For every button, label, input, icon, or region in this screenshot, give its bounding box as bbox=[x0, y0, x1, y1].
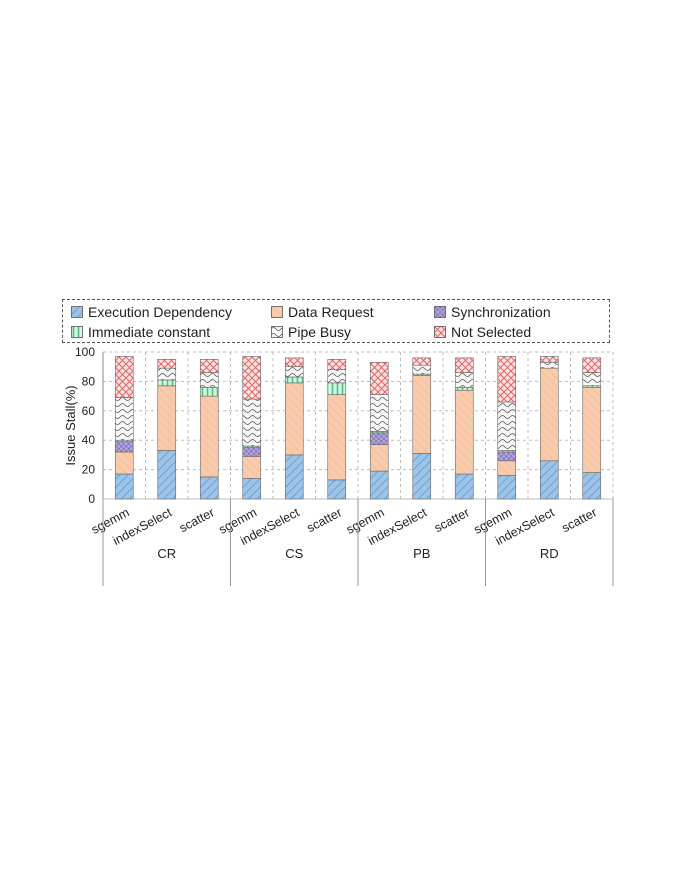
group-label: CS bbox=[285, 546, 303, 561]
bar-segment bbox=[497, 475, 517, 500]
x-category-label: scatter bbox=[177, 505, 217, 535]
bar-segment bbox=[284, 454, 304, 500]
bar-segment bbox=[582, 357, 602, 373]
bar-segment bbox=[284, 357, 304, 368]
bar-segment bbox=[157, 450, 177, 500]
bar-segment bbox=[454, 389, 474, 475]
bar-segment bbox=[114, 473, 134, 500]
bar-segment bbox=[369, 432, 389, 445]
legend-swatch bbox=[434, 326, 446, 338]
chart-legend: Execution Dependency Data Request Synchron… bbox=[62, 299, 610, 343]
legend-item: Data Request bbox=[271, 303, 374, 321]
bar-segment bbox=[412, 364, 432, 375]
bar-segment bbox=[454, 386, 474, 391]
y-tick-label: 0 bbox=[88, 492, 95, 506]
bar-segment bbox=[539, 460, 559, 500]
group-label: RD bbox=[540, 546, 559, 561]
legend-item: Synchronization bbox=[434, 303, 551, 321]
bar-segment bbox=[582, 386, 602, 473]
bar-segment bbox=[582, 472, 602, 500]
bar-segment bbox=[327, 479, 347, 500]
legend-swatch bbox=[434, 306, 446, 318]
legend-label: Pipe Busy bbox=[288, 324, 352, 340]
x-category-label: scatter bbox=[559, 505, 599, 535]
bar-segment bbox=[539, 367, 559, 462]
bar-segment bbox=[199, 386, 219, 397]
bar-segment bbox=[497, 460, 517, 476]
bars bbox=[114, 356, 602, 500]
legend-item: Not Selected bbox=[434, 323, 531, 341]
x-category-label: scatter bbox=[432, 505, 472, 535]
legend-item: Immediate constant bbox=[71, 323, 210, 341]
bar-segment bbox=[369, 444, 389, 472]
bar-segment bbox=[369, 394, 389, 432]
bar-segment bbox=[199, 476, 219, 500]
legend-item: Pipe Busy bbox=[271, 323, 351, 341]
legend-label: Not Selected bbox=[451, 324, 532, 340]
y-tick-label: 100 bbox=[75, 345, 95, 359]
grid-lines bbox=[103, 351, 614, 500]
bar-segment bbox=[327, 394, 347, 481]
bar-segment bbox=[114, 356, 134, 398]
bar-segment bbox=[242, 478, 262, 500]
bar-segment bbox=[284, 366, 304, 378]
bar-segment bbox=[327, 359, 347, 370]
y-axis-title: Issue Stall(%) bbox=[63, 385, 78, 465]
legend-item: Execution Dependency bbox=[71, 303, 232, 321]
bar-segment bbox=[157, 367, 177, 381]
y-tick-label: 60 bbox=[82, 404, 96, 418]
group-label: CR bbox=[157, 546, 176, 561]
bar-segment bbox=[454, 372, 474, 388]
group-label: PB bbox=[413, 546, 430, 561]
bar-segment bbox=[412, 357, 432, 366]
bar-segment bbox=[199, 359, 219, 373]
bar-segment bbox=[199, 395, 219, 478]
bar-segment bbox=[539, 361, 559, 369]
bar-segment bbox=[242, 447, 262, 457]
bar-segment bbox=[157, 359, 177, 369]
bar-segment bbox=[539, 356, 559, 363]
bar-segment bbox=[454, 473, 474, 500]
bar-segment bbox=[582, 372, 602, 387]
y-tick-label: 80 bbox=[82, 374, 96, 388]
bar-segment bbox=[369, 361, 389, 395]
bar-segment bbox=[497, 401, 517, 451]
bar-segment bbox=[284, 382, 304, 456]
bar-segment bbox=[412, 453, 432, 500]
bar-segment bbox=[114, 451, 134, 475]
legend-swatch bbox=[71, 326, 83, 338]
bar-segment bbox=[199, 372, 219, 388]
legend-label: Data Request bbox=[288, 304, 374, 320]
bar-segment bbox=[454, 357, 474, 373]
bar-segment bbox=[369, 470, 389, 500]
legend-swatch bbox=[271, 306, 283, 318]
legend-label: Immediate constant bbox=[88, 324, 211, 340]
bar-segment bbox=[114, 441, 134, 453]
bar-segment bbox=[327, 369, 347, 384]
bar-segment bbox=[284, 376, 304, 384]
bar-segment bbox=[114, 397, 134, 441]
legend-label: Execution Dependency bbox=[88, 304, 232, 320]
bar-segment bbox=[497, 356, 517, 403]
bar-segment bbox=[157, 385, 177, 451]
bar-segment bbox=[412, 375, 432, 454]
legend-swatch bbox=[271, 326, 283, 338]
bar-segment bbox=[327, 382, 347, 395]
y-tick-label: 40 bbox=[82, 433, 96, 447]
legend-label: Synchronization bbox=[451, 304, 551, 320]
bar-segment bbox=[497, 451, 517, 462]
bar-segment bbox=[157, 379, 177, 387]
bar-segment bbox=[242, 398, 262, 447]
y-tick-label: 20 bbox=[82, 463, 96, 477]
bar-segment bbox=[242, 456, 262, 479]
x-category-label: scatter bbox=[304, 505, 344, 535]
legend-swatch bbox=[71, 306, 83, 318]
bar-segment bbox=[242, 356, 262, 400]
